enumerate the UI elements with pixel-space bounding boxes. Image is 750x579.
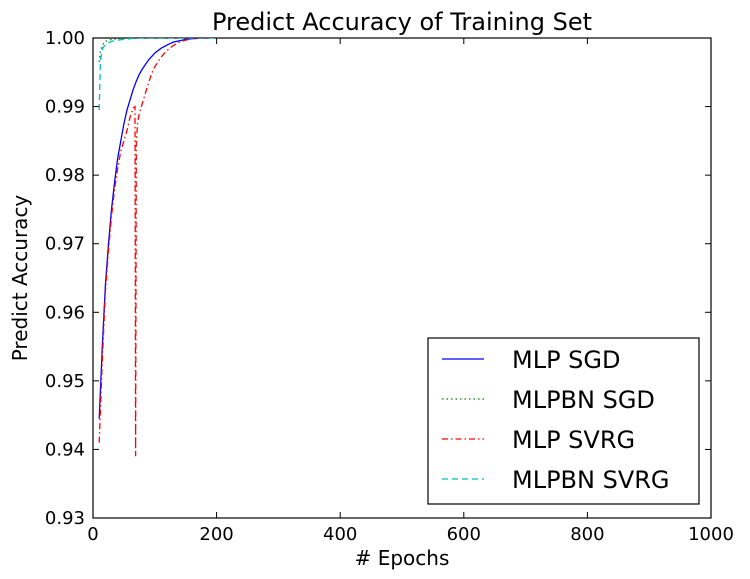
legend-frame [427, 337, 700, 505]
y-tick-label: 0.97 [45, 234, 85, 255]
x-tick-label: 200 [199, 524, 233, 545]
y-tick-label: 0.98 [45, 165, 85, 186]
series-line-mlp-svrg [98, 38, 211, 457]
x-tick-label: 400 [323, 524, 357, 545]
series-layer [98, 38, 217, 457]
y-tick-label: 0.93 [45, 508, 85, 529]
x-tick-label: 800 [570, 524, 604, 545]
x-tick-label: 600 [447, 524, 481, 545]
legend-label: MLP SVRG [512, 426, 635, 454]
series-line-mlpbn-svrg [98, 38, 217, 111]
y-tick-label: 0.99 [45, 97, 85, 118]
y-axis-label: Predict Accuracy [8, 195, 32, 362]
chart-title: Predict Accuracy of Training Set [212, 8, 592, 36]
legend-label: MLPBN SVRG [512, 466, 670, 494]
series-line-mlp-sgd [98, 38, 211, 419]
plot-area: 0 200 400 600 800 1000 0.93 0.94 0.95 0.96 0.97 0.9… [45, 28, 734, 545]
x-tick-label: 1000 [688, 524, 734, 545]
tick-layer: 0 200 400 600 800 1000 0.93 0.94 0.95 0.96 0.97 0.9… [45, 28, 734, 545]
y-tick-label: 0.95 [45, 371, 85, 392]
y-tick-label: 0.94 [45, 439, 85, 460]
x-axis-label: # Epochs [355, 546, 450, 570]
series-line-mlpbn-sgd [98, 38, 217, 63]
y-tick-label: 1.00 [45, 28, 85, 49]
legend-label: MLP SGD [512, 346, 621, 374]
legend-label: MLPBN SGD [512, 386, 655, 414]
y-tick-label: 0.96 [45, 302, 85, 323]
legend: MLP SGD MLPBN SGD MLP SVRG MLPBN SVRG [427, 337, 700, 505]
x-tick-label: 0 [87, 524, 98, 545]
